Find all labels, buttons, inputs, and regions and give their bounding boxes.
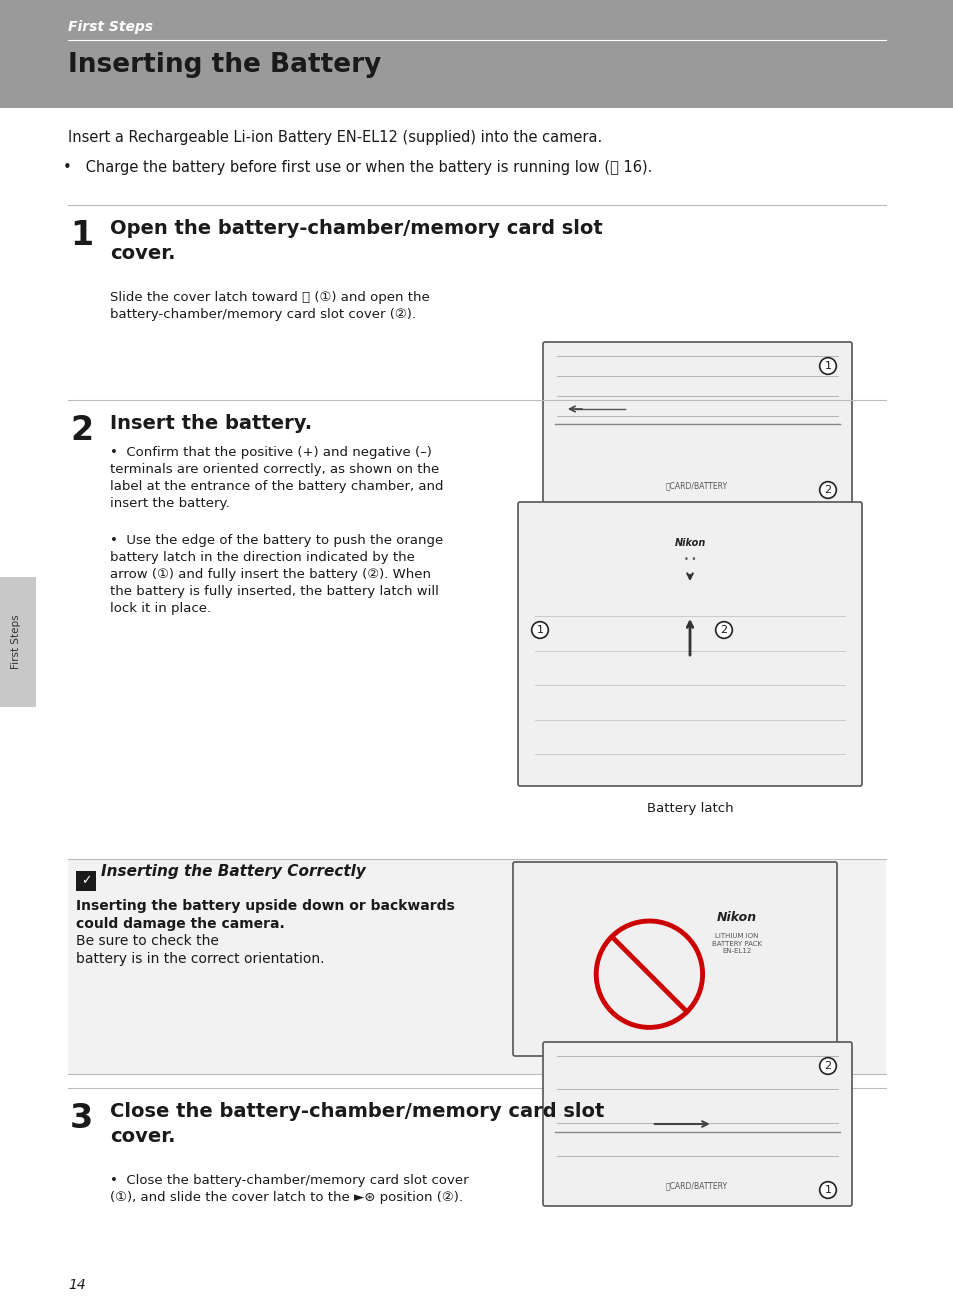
Text: Nikon: Nikon xyxy=(674,537,705,548)
Text: Open the battery-chamber/memory card slot
cover.: Open the battery-chamber/memory card slo… xyxy=(110,219,602,263)
Text: ✓: ✓ xyxy=(81,875,91,887)
Text: • •: • • xyxy=(683,555,696,564)
Text: Inserting the Battery: Inserting the Battery xyxy=(68,53,381,78)
Text: 2: 2 xyxy=(720,625,727,635)
Text: Inserting the battery upside down or backwards
could damage the camera.: Inserting the battery upside down or bac… xyxy=(76,899,455,930)
Bar xyxy=(0,577,36,707)
Bar xyxy=(555,1141,840,1196)
Text: 3: 3 xyxy=(70,1102,93,1135)
Bar xyxy=(522,872,826,1046)
Text: Nikon: Nikon xyxy=(717,911,757,924)
Text: Close the battery-chamber/memory card slot
cover.: Close the battery-chamber/memory card sl… xyxy=(110,1102,604,1146)
Text: 2: 2 xyxy=(823,485,831,495)
Text: 1: 1 xyxy=(536,625,543,635)
Text: •  Use the edge of the battery to push the orange
battery latch in the direction: • Use the edge of the battery to push th… xyxy=(110,533,443,615)
Text: Slide the cover latch toward ⯇ (①) and open the
battery-chamber/memory card slot: Slide the cover latch toward ⯇ (①) and o… xyxy=(110,290,429,321)
Text: 1: 1 xyxy=(823,1185,831,1194)
Text: Be sure to check the
battery is in the correct orientation.: Be sure to check the battery is in the c… xyxy=(76,934,324,966)
Text: •  Confirm that the positive (+) and negative (–)
terminals are oriented correct: • Confirm that the positive (+) and nega… xyxy=(110,445,443,510)
Text: Battery latch: Battery latch xyxy=(646,802,733,815)
FancyBboxPatch shape xyxy=(578,516,801,570)
Text: First Steps: First Steps xyxy=(11,615,21,669)
Text: •   Charge the battery before first use or when the battery is running low (⧁ 16: • Charge the battery before first use or… xyxy=(63,160,652,175)
Text: ⍂CARD/BATTERY: ⍂CARD/BATTERY xyxy=(665,1181,727,1190)
FancyBboxPatch shape xyxy=(542,342,851,506)
Bar xyxy=(555,432,840,495)
FancyBboxPatch shape xyxy=(513,862,836,1056)
Text: Insert the battery.: Insert the battery. xyxy=(110,414,312,434)
Bar xyxy=(0,0,953,108)
Text: •  Close the battery-chamber/memory card slot cover
(①), and slide the cover lat: • Close the battery-chamber/memory card … xyxy=(110,1173,468,1204)
Text: 1: 1 xyxy=(823,361,831,371)
Text: 2: 2 xyxy=(70,414,93,447)
Text: First Steps: First Steps xyxy=(68,20,152,34)
Text: 14: 14 xyxy=(68,1279,86,1292)
Text: ⍂CARD/BATTERY: ⍂CARD/BATTERY xyxy=(665,481,727,490)
Bar xyxy=(664,892,808,978)
Bar xyxy=(76,871,96,891)
Text: Inserting the Battery Correctly: Inserting the Battery Correctly xyxy=(101,865,366,879)
FancyBboxPatch shape xyxy=(542,1042,851,1206)
FancyBboxPatch shape xyxy=(517,502,862,786)
Text: Insert a Rechargeable Li-ion Battery EN-EL12 (supplied) into the camera.: Insert a Rechargeable Li-ion Battery EN-… xyxy=(68,130,601,145)
Text: LITHIUM ION
BATTERY PACK
EN-EL12: LITHIUM ION BATTERY PACK EN-EL12 xyxy=(711,933,761,954)
Bar xyxy=(527,594,851,777)
Bar xyxy=(68,859,885,1074)
Text: 1: 1 xyxy=(70,219,93,252)
Text: 2: 2 xyxy=(823,1060,831,1071)
